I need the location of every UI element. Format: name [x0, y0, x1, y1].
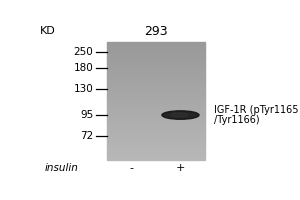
Bar — [107, 76, 205, 78]
Bar — [107, 88, 205, 89]
Bar — [107, 154, 205, 155]
Bar — [107, 149, 205, 151]
Bar — [107, 113, 205, 114]
Bar — [107, 94, 205, 95]
Bar — [107, 53, 205, 54]
Bar — [107, 138, 205, 139]
Bar — [107, 61, 205, 63]
Bar — [107, 135, 205, 136]
Bar — [107, 57, 205, 59]
Bar — [107, 133, 205, 135]
Bar — [107, 107, 205, 108]
Bar — [107, 83, 205, 85]
Text: 250: 250 — [74, 47, 93, 57]
Bar — [107, 142, 205, 143]
Bar — [107, 75, 205, 76]
Bar — [107, 51, 205, 53]
Bar — [107, 60, 205, 61]
Bar — [107, 146, 205, 148]
Bar — [107, 98, 205, 100]
Bar — [107, 73, 205, 75]
Bar — [107, 157, 205, 158]
Bar — [107, 117, 205, 119]
Text: KD: KD — [40, 26, 56, 36]
Ellipse shape — [171, 113, 188, 117]
Text: insulin: insulin — [44, 163, 78, 173]
Bar — [107, 132, 205, 133]
Bar — [107, 95, 205, 97]
Bar — [107, 121, 205, 123]
Text: 72: 72 — [80, 131, 93, 141]
Bar — [107, 101, 205, 102]
Bar — [107, 82, 205, 83]
Bar — [107, 42, 205, 44]
Bar — [107, 85, 205, 86]
Text: 293: 293 — [144, 25, 168, 38]
Text: +: + — [176, 163, 185, 173]
Bar — [107, 59, 205, 60]
Bar — [107, 126, 205, 127]
Ellipse shape — [162, 111, 199, 119]
Bar — [107, 67, 205, 69]
Bar — [107, 151, 205, 152]
Bar — [107, 66, 205, 67]
Bar — [107, 141, 205, 142]
Bar — [107, 79, 205, 81]
Bar — [107, 155, 205, 157]
Bar — [107, 97, 205, 98]
Bar — [107, 108, 205, 110]
Bar — [107, 124, 205, 126]
Text: IGF-1R (pTyr1165: IGF-1R (pTyr1165 — [214, 105, 299, 115]
Bar — [107, 47, 205, 48]
Bar — [107, 91, 205, 92]
Bar — [107, 116, 205, 117]
Text: /Tyr1166): /Tyr1166) — [214, 115, 260, 125]
Bar — [107, 78, 205, 79]
Bar — [107, 136, 205, 138]
Bar — [107, 72, 205, 73]
Bar — [107, 64, 205, 66]
Bar — [107, 129, 205, 130]
Bar — [107, 48, 205, 50]
Bar — [107, 56, 205, 57]
Bar — [107, 145, 205, 146]
Text: 130: 130 — [74, 84, 93, 94]
Bar — [107, 152, 205, 154]
Text: -: - — [130, 163, 134, 173]
Bar — [107, 139, 205, 141]
Bar — [107, 105, 205, 107]
Bar — [107, 158, 205, 160]
Bar — [107, 110, 205, 111]
Bar — [107, 127, 205, 129]
Bar — [107, 123, 205, 124]
Bar — [107, 100, 205, 101]
Bar — [107, 63, 205, 64]
Bar — [107, 50, 205, 51]
Bar — [107, 86, 205, 88]
Bar — [107, 143, 205, 145]
Bar — [107, 92, 205, 94]
Bar — [107, 119, 205, 120]
Bar — [107, 114, 205, 116]
Bar — [107, 120, 205, 121]
Bar — [107, 148, 205, 149]
Bar — [107, 130, 205, 132]
Bar — [107, 44, 205, 45]
Bar — [107, 89, 205, 91]
Text: 180: 180 — [74, 63, 93, 73]
Bar — [107, 111, 205, 113]
Bar — [107, 81, 205, 82]
Bar — [107, 70, 205, 72]
Bar — [107, 102, 205, 104]
Text: 95: 95 — [80, 110, 93, 120]
Bar — [107, 45, 205, 47]
Bar — [107, 104, 205, 105]
Bar — [107, 54, 205, 56]
Bar — [107, 69, 205, 70]
